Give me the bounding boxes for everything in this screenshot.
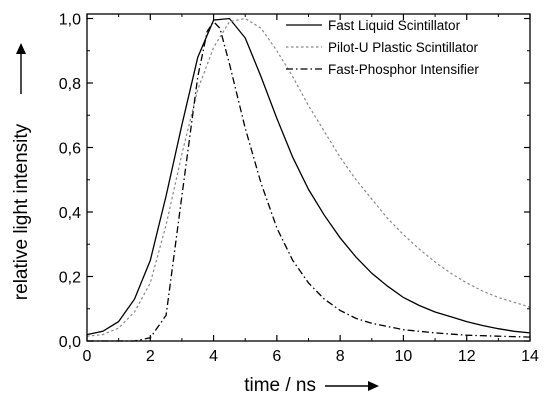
legend-label: Pilot-U Plastic Scintillator <box>328 40 479 55</box>
y-axis-ticks: 0,0 0,2 0,4 0,6 0,8 1,0 <box>59 12 530 351</box>
series-line-2 <box>86 17 531 337</box>
y-tick-label: 0,0 <box>59 334 81 351</box>
x-tick-label: 0 <box>83 348 92 365</box>
x-axis-arrow-icon <box>325 381 379 391</box>
y-axis-arrow-icon <box>16 43 26 94</box>
x-axis-ticks: 0 2 4 6 8 10 12 14 <box>83 14 539 365</box>
y-tick-label: 0,4 <box>59 205 81 222</box>
x-tick-label: 2 <box>146 348 155 365</box>
y-tick-label: 0,6 <box>59 141 81 158</box>
x-axis-title: time / ns <box>244 375 316 396</box>
y-tick-label: 1,0 <box>59 12 81 29</box>
y-tick-label: 0,2 <box>59 270 81 287</box>
legend-label: Fast Liquid Scintillator <box>328 18 461 33</box>
y-axis-title: relative light intensity <box>11 123 32 300</box>
plot-lines <box>86 17 531 342</box>
legend-label: Fast-Phosphor Intensifier <box>328 62 479 77</box>
x-tick-label: 4 <box>209 348 218 365</box>
x-tick-label: 10 <box>395 348 413 365</box>
series-line-1 <box>86 17 531 336</box>
legend: Fast Liquid Scintillator Pilot-U Plastic … <box>286 18 479 77</box>
x-tick-label: 6 <box>272 348 281 365</box>
y-tick-label: 0,8 <box>59 76 81 93</box>
x-tick-label: 8 <box>336 348 345 365</box>
series-line-3 <box>87 20 531 342</box>
x-tick-label: 14 <box>521 348 539 365</box>
x-tick-label: 12 <box>458 348 476 365</box>
